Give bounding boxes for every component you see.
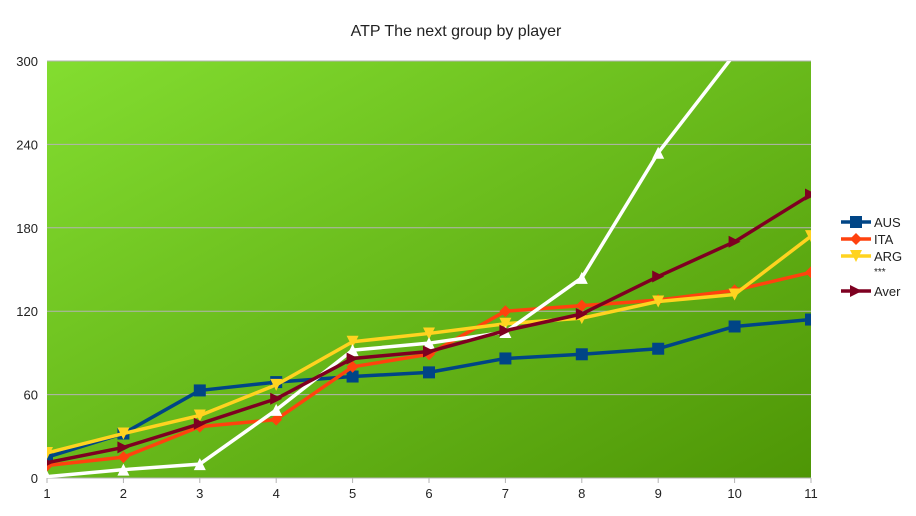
legend-item: Aver — [841, 284, 901, 299]
data-point — [652, 270, 665, 283]
x-tick-label: 2 — [120, 486, 127, 501]
legend-marker — [850, 216, 862, 228]
data-point — [575, 299, 588, 312]
data-point — [117, 451, 130, 464]
data-point — [728, 320, 741, 333]
legend-item: *** — [874, 267, 886, 278]
series-Aver — [47, 188, 811, 466]
legend-item: ARG — [841, 249, 902, 264]
data-point — [575, 348, 588, 361]
data-point — [499, 352, 512, 365]
data-point — [575, 307, 588, 320]
data-point — [499, 324, 512, 337]
x-tick-label: 9 — [655, 486, 662, 501]
data-point — [270, 378, 283, 391]
legend-marker — [850, 233, 862, 245]
legend-marker — [850, 250, 862, 262]
data-point — [728, 235, 741, 248]
x-tick-label: 7 — [502, 486, 509, 501]
data-point — [270, 413, 283, 426]
data-point — [193, 409, 206, 422]
data-point — [805, 188, 811, 201]
data-point — [499, 305, 512, 318]
data-point — [423, 345, 435, 358]
data-point — [47, 459, 53, 466]
y-tick-label: 120 — [16, 304, 38, 319]
y-tick-label: 300 — [16, 54, 38, 69]
y-tick-label: 180 — [16, 221, 38, 236]
data-point — [193, 458, 206, 471]
legend-label: ITA — [874, 232, 894, 247]
data-point — [346, 335, 359, 348]
data-point — [117, 441, 130, 454]
legend-label: AUS — [874, 215, 901, 230]
data-point — [270, 403, 283, 416]
data-point — [652, 342, 665, 355]
data-point — [47, 451, 53, 464]
y-tick-label: 60 — [24, 388, 38, 403]
legend-item: ITA — [841, 232, 894, 247]
data-point — [47, 470, 51, 478]
data-point — [193, 384, 206, 397]
x-tick-label: 11 — [804, 486, 818, 501]
data-point — [805, 230, 811, 243]
data-point — [47, 446, 53, 459]
data-point — [270, 392, 283, 405]
data-point — [346, 344, 359, 357]
series-*** — [47, 48, 741, 478]
data-point — [575, 271, 588, 284]
x-tick-label: 3 — [196, 486, 203, 501]
plot-area — [47, 61, 811, 478]
x-tick-label: 1 — [43, 486, 50, 501]
x-tick-label: 8 — [578, 486, 585, 501]
data-point — [117, 427, 130, 440]
data-point — [652, 295, 665, 308]
data-point — [346, 360, 359, 373]
y-tick-label: 240 — [16, 137, 38, 152]
data-point — [652, 146, 665, 159]
x-tick-label: 4 — [273, 486, 280, 501]
data-point — [805, 313, 811, 326]
data-point — [117, 463, 130, 476]
data-point — [423, 337, 435, 350]
data-point — [728, 288, 741, 301]
data-point — [423, 366, 435, 379]
legend-marker — [850, 285, 862, 297]
data-point — [729, 48, 741, 60]
y-tick-label: 0 — [31, 471, 38, 486]
data-point — [346, 352, 359, 365]
data-point — [805, 266, 811, 279]
data-point — [193, 417, 206, 430]
legend-label: ARG — [874, 249, 902, 264]
legend-label: *** — [874, 267, 886, 278]
data-point — [423, 327, 435, 340]
data-point — [499, 317, 512, 330]
chart-title: ATP The next group by player — [351, 23, 562, 40]
data-point — [346, 370, 359, 383]
legend-label: Aver — [874, 284, 901, 299]
legend-item: AUS — [841, 215, 901, 230]
x-tick-label: 10 — [727, 486, 741, 501]
x-tick-label: 5 — [349, 486, 356, 501]
x-tick-label: 6 — [425, 486, 432, 501]
